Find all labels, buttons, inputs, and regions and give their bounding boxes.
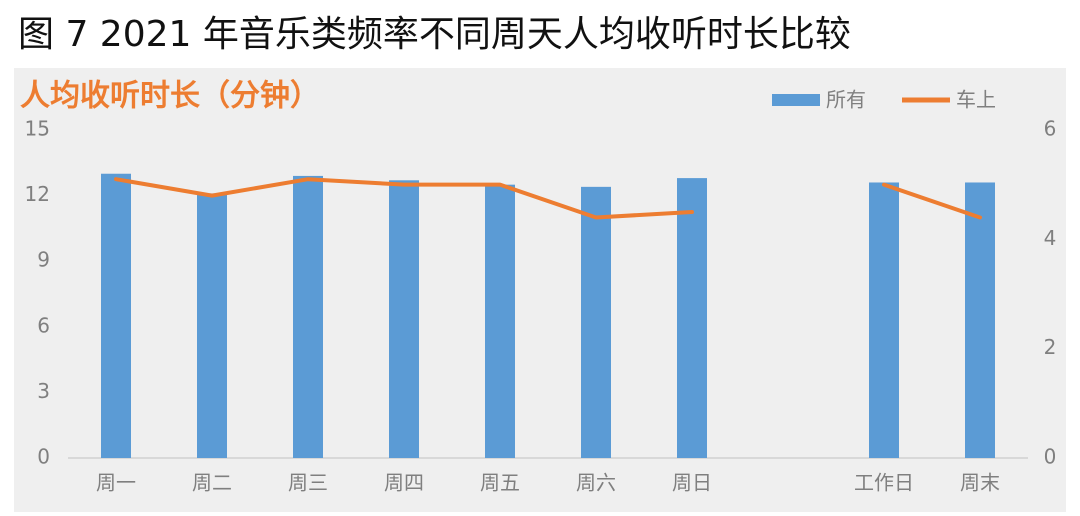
y-tick-label: 12 <box>25 182 50 206</box>
x-tick-label: 周三 <box>288 471 328 495</box>
line <box>114 177 982 220</box>
bar <box>869 182 899 459</box>
legend-label: 所有 <box>826 88 866 112</box>
y2-tick-label: 6 <box>1044 117 1057 141</box>
y2-tick-label: 2 <box>1044 335 1057 359</box>
chart-title: 图 7 2021 年音乐类频率不同周天人均收听时长比较 <box>18 14 851 55</box>
bar <box>581 186 611 458</box>
bar <box>197 193 227 458</box>
y-tick-label: 15 <box>25 117 50 141</box>
x-tick-label: 工作日 <box>854 471 914 495</box>
bar <box>389 180 419 458</box>
bar <box>101 173 131 458</box>
x-tick-label: 周日 <box>672 471 712 495</box>
y-tick-label: 9 <box>37 248 50 272</box>
x-tick-label: 周末 <box>960 471 1000 495</box>
bar <box>677 178 707 458</box>
x-tick-label: 周六 <box>576 471 616 495</box>
bar <box>965 182 995 459</box>
bar <box>293 175 323 459</box>
chart-background <box>14 68 1066 512</box>
x-tick-label: 周五 <box>480 471 520 495</box>
y2-tick-label: 4 <box>1044 226 1057 250</box>
chart-subtitle: 人均收听时长（分钟） <box>20 79 320 114</box>
y-tick-label: 6 <box>37 313 50 337</box>
legend-swatch <box>772 94 820 106</box>
x-tick-label: 周四 <box>384 471 424 495</box>
y-tick-label: 3 <box>37 379 50 403</box>
x-tick-label: 周二 <box>192 471 232 495</box>
x-tick-label: 周一 <box>96 471 136 495</box>
legend-label: 车上 <box>956 88 996 112</box>
bar <box>485 184 515 458</box>
y-tick-label: 0 <box>37 445 50 469</box>
y2-tick-label: 0 <box>1044 445 1057 469</box>
